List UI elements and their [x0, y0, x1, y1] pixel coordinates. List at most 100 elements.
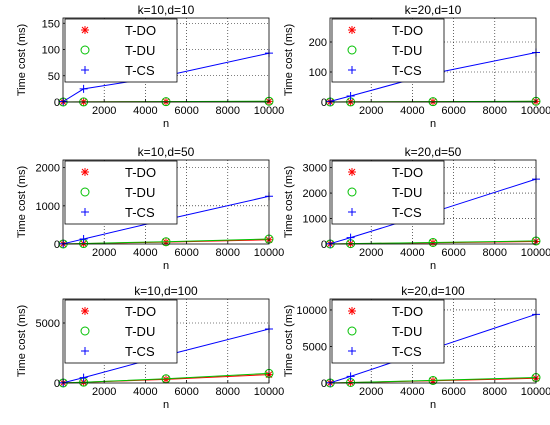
x-tick-label: 6000: [174, 105, 198, 117]
y-tick-label: 0: [321, 239, 327, 251]
y-axis-label: Time cost (ms): [283, 24, 295, 96]
x-tick-label: 4000: [400, 247, 424, 259]
legend-entry: T-CS: [392, 344, 422, 359]
legend-entry: T-CS: [125, 205, 155, 220]
legend-entry: T-DO: [125, 23, 156, 38]
legend-marker-t-du: [80, 45, 90, 55]
legend-entry: T-DO: [125, 165, 156, 180]
y-tick-label: 50: [48, 71, 60, 83]
x-tick-label: 2000: [92, 386, 116, 398]
y-tick-label: 0: [54, 378, 60, 390]
legend-entry: T-DU: [125, 43, 155, 58]
chart-title: k=20,d=100: [401, 284, 465, 298]
legend-marker-t-du: [80, 326, 90, 336]
x-tick-label: 4000: [133, 105, 157, 117]
legend-marker-t-do: [81, 168, 89, 176]
legend-entry: T-DO: [392, 304, 423, 319]
y-tick-label: 5000: [303, 341, 327, 353]
x-tick-label: 8000: [216, 247, 240, 259]
legend-marker-t-do: [348, 26, 356, 34]
series-line-t-cs: [63, 195, 270, 245]
series-line-t-du: [63, 372, 270, 384]
y-tick-label: 100: [42, 45, 60, 57]
legend-box: [331, 18, 445, 83]
x-tick-label: 10000: [254, 247, 285, 259]
y-tick-label: 10000: [296, 305, 327, 317]
legend-entry: T-DO: [392, 23, 423, 38]
legend-marker-t-cs: [348, 347, 356, 355]
x-tick-label: 10000: [521, 247, 550, 259]
chart-title: k=10,d=50: [138, 145, 195, 159]
y-axis-label: Time cost (ms): [16, 305, 28, 377]
x-tick-label: 8000: [483, 105, 507, 117]
legend-entry: T-DU: [125, 324, 155, 339]
legend-marker-t-cs: [81, 208, 89, 216]
legend-entry: T-CS: [125, 63, 155, 78]
x-tick-label: 4000: [400, 105, 424, 117]
data-point-t-do: [162, 375, 170, 384]
legend-marker-t-do: [81, 307, 89, 315]
legend-box: [64, 160, 178, 225]
axes-box: [62, 17, 270, 103]
x-tick-label: 8000: [483, 247, 507, 259]
data-point-t-cs: [79, 84, 88, 93]
y-tick-label: 200: [309, 37, 327, 49]
x-tick-label: 4000: [133, 386, 157, 398]
legend-marker-t-du: [347, 45, 357, 55]
x-tick-label: 6000: [441, 247, 465, 259]
x-tick-label: 6000: [174, 386, 198, 398]
legend-entry: T-DU: [392, 185, 422, 200]
axes-box: [329, 159, 537, 245]
x-tick-label: 6000: [174, 247, 198, 259]
x-tick-label: 4000: [133, 247, 157, 259]
x-tick-label: 4000: [400, 386, 424, 398]
x-tick-label: 8000: [216, 105, 240, 117]
data-point-t-du: [428, 375, 438, 385]
y-axis-label: Time cost (ms): [16, 24, 28, 96]
data-point-t-cs: [79, 235, 88, 244]
legend-marker-t-du: [347, 326, 357, 336]
legend-marker-t-cs: [81, 66, 89, 74]
data-point-t-cs: [346, 372, 355, 381]
legend-marker-t-cs: [348, 208, 356, 216]
legend-box: [331, 299, 445, 364]
x-tick-label: 2000: [359, 247, 383, 259]
x-tick-label: 10000: [254, 386, 285, 398]
axes-box: [62, 298, 270, 384]
series-line-t-cs: [63, 328, 270, 384]
y-axis-label: Time cost (ms): [16, 166, 28, 238]
legend-marker-t-do: [81, 26, 89, 34]
legend-marker-t-cs: [348, 66, 356, 74]
legend-entry: T-DU: [125, 185, 155, 200]
y-tick-label: 100: [309, 67, 327, 79]
x-axis-label: n: [430, 399, 436, 411]
legend-entry: T-DO: [125, 304, 156, 319]
legend-box: [331, 160, 445, 225]
legend-entry: T-CS: [125, 344, 155, 359]
series-line-t-cs: [330, 52, 537, 102]
data-point-t-cs: [346, 233, 355, 242]
data-point-t-du: [428, 237, 438, 247]
legend-entry: T-CS: [392, 205, 422, 220]
y-tick-label: 2000: [303, 188, 327, 200]
chart-title: k=20,d=10: [405, 3, 462, 17]
legend-marker-t-cs: [81, 347, 89, 355]
x-tick-label: 8000: [216, 386, 240, 398]
x-tick-label: 6000: [441, 105, 465, 117]
legend-marker-t-du: [80, 187, 90, 197]
y-tick-label: 1000: [36, 201, 60, 213]
x-tick-label: 2000: [92, 247, 116, 259]
x-tick-label: 10000: [521, 386, 550, 398]
x-axis-label: n: [163, 399, 169, 411]
data-point-t-du: [161, 237, 171, 247]
y-axis-label: Time cost (ms): [283, 305, 295, 377]
legend-marker-t-do: [348, 168, 356, 176]
legend-entry: T-CS: [392, 63, 422, 78]
series-line-t-cs: [330, 178, 537, 245]
legend-marker-t-do: [348, 307, 356, 315]
y-tick-label: 0: [54, 239, 60, 251]
legend-box: [64, 299, 178, 364]
x-tick-label: 8000: [483, 386, 507, 398]
y-tick-label: 3000: [303, 163, 327, 175]
chart-title: k=10,d=10: [138, 3, 195, 17]
